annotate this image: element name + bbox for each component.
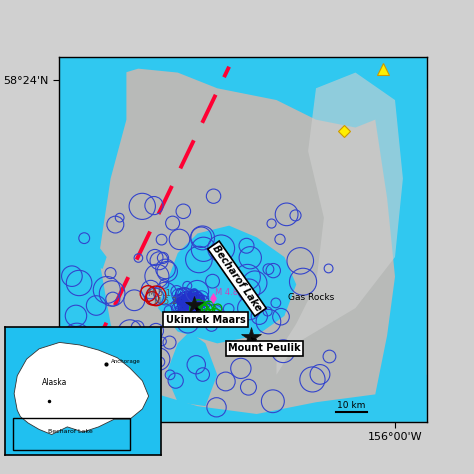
Polygon shape (59, 57, 127, 422)
Text: Becharof Lake: Becharof Lake (210, 244, 264, 313)
Text: Becharof Lake: Becharof Lake (48, 429, 93, 434)
Polygon shape (166, 332, 217, 406)
Polygon shape (375, 57, 427, 422)
Text: M 5.1: M 5.1 (148, 289, 171, 298)
Text: M 5.2: M 5.2 (154, 297, 177, 306)
Text: King Salmon: King Salmon (0, 473, 1, 474)
Polygon shape (83, 241, 107, 269)
Polygon shape (276, 73, 403, 375)
Text: Mount Peulik: Mount Peulik (228, 338, 301, 353)
Text: 10 km: 10 km (337, 401, 366, 410)
Polygon shape (59, 375, 427, 422)
Polygon shape (59, 57, 427, 128)
Text: M 4.8: M 4.8 (215, 289, 238, 298)
Text: Ukinrek Maars: Ukinrek Maars (165, 308, 245, 325)
Text: Alaska: Alaska (42, 378, 67, 387)
Text: Anchorage: Anchorage (111, 359, 141, 364)
Polygon shape (79, 151, 110, 182)
Text: Gas Rocks: Gas Rocks (288, 292, 335, 301)
Polygon shape (14, 342, 149, 435)
Polygon shape (158, 226, 296, 343)
